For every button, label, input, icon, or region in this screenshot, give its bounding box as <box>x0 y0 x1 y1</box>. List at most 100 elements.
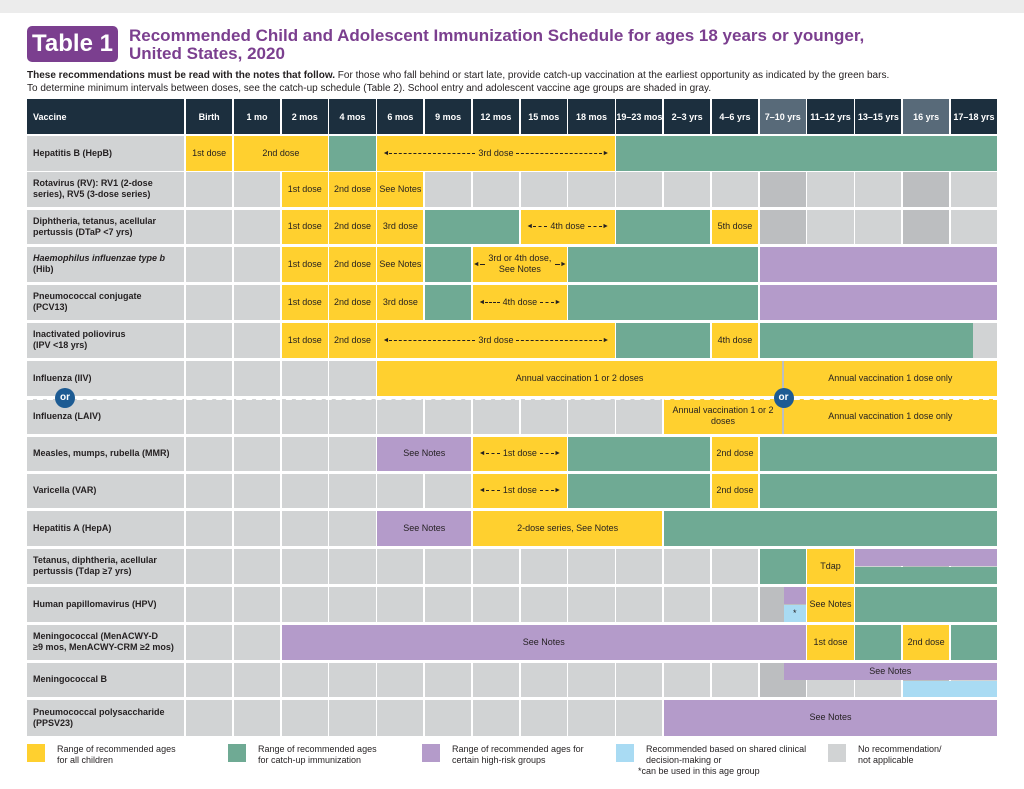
vaccine-name-italic: Haemophilus influenzae type b <box>33 253 166 264</box>
empty-cell <box>186 549 233 584</box>
intro-rest: For those who fall behind or start late,… <box>335 70 890 81</box>
dashed-line <box>485 301 500 303</box>
dose-segment <box>616 210 711 244</box>
empty-cell <box>425 474 472 508</box>
empty-cell <box>855 210 902 244</box>
dose-segment <box>568 285 759 320</box>
dose-segment <box>664 511 998 546</box>
vaccine-name: Inactivated poliovirus (IPV <18 yrs) <box>27 323 184 358</box>
empty-cell <box>281 361 328 396</box>
dashed-line <box>533 226 548 228</box>
dashed-line <box>485 453 500 455</box>
empty-cell <box>616 700 663 736</box>
empty-cell <box>377 587 424 622</box>
vaccine-name: Human papillomavirus (HPV) <box>27 587 184 622</box>
column-header: 17–18 yrs <box>950 99 998 134</box>
dose-segment <box>759 437 998 471</box>
vaccine-name-line2: pertussis (Tdap ≥7 yrs) <box>33 566 132 577</box>
empty-cell <box>903 210 950 244</box>
table-badge: Table 1 <box>27 26 118 62</box>
vaccine-name-line1: Haemophilus influenzae type b <box>33 253 178 264</box>
arrow-left-icon: ◄ <box>478 450 486 458</box>
empty-cell <box>711 549 759 584</box>
dose-segment: Annual vaccination 1 or 2 doses <box>377 361 782 396</box>
empty-cell <box>520 663 567 697</box>
empty-cell <box>425 663 472 697</box>
empty-cell <box>281 700 328 736</box>
empty-cell <box>425 700 472 736</box>
page-title-line1: Recommended Child and Adolescent Immuniz… <box>129 26 865 45</box>
dose-segment: 2-dose series, See Notes <box>472 511 663 546</box>
dose-label: * <box>792 607 797 618</box>
dose-segment: ◄ 3rd dose ► <box>377 136 615 171</box>
empty-cell <box>329 663 376 697</box>
dose-segment: ◄ 1st dose ► <box>472 474 567 508</box>
empty-cell <box>520 172 567 207</box>
empty-cell <box>377 700 424 736</box>
dose-label: 2nd dose <box>716 485 754 496</box>
vaccine-name-line2: (PPSV23) <box>33 717 74 728</box>
empty-cell <box>616 587 663 622</box>
column-header: 4–6 yrs <box>711 99 759 134</box>
vaccine-name-line1: Hepatitis A (HepA) <box>33 522 112 533</box>
dose-segment: ◄ 4th dose ► <box>520 210 615 244</box>
empty-cell <box>472 549 520 584</box>
legend-swatch <box>616 744 634 762</box>
dose-segment: ◄ 3rd dose ► <box>377 323 615 358</box>
dose-segment: 3rd dose <box>377 285 424 320</box>
empty-cell <box>233 247 281 282</box>
dose-segment <box>616 136 998 171</box>
vaccine-name-line2: series), RV5 (3-dose series) <box>33 189 151 200</box>
vaccine-name: Pneumococcal polysaccharide (PPSV23) <box>27 700 184 736</box>
vaccine-name: Meningococcal (MenACWY-D ≥9 mos, MenACWY-… <box>27 625 184 660</box>
dose-segment: 1st dose <box>281 323 328 358</box>
column-header: 11–12 yrs <box>807 99 854 134</box>
vaccine-name-line1: Diphtheria, tetanus, acellular <box>33 215 157 226</box>
dose-label: See Notes <box>809 712 852 723</box>
vaccine-name-line1: Rotavirus (RV): RV1 (2-dose <box>33 178 153 189</box>
dose-label: Annual vaccination 1 dose only <box>828 410 953 421</box>
empty-cell <box>664 549 711 584</box>
column-header: 18 mos <box>568 99 615 134</box>
dose-segment: ◄ 1st dose ► <box>472 437 567 471</box>
empty-cell <box>568 172 615 207</box>
page-title-line2: United States, 2020 <box>129 44 285 63</box>
dose-segment: 4th dose <box>711 323 759 358</box>
vaccine-name-line1: Measles, mumps, rubella (MMR) <box>33 448 170 459</box>
dose-segment: * <box>783 605 806 622</box>
legend-label-line: decision-making or <box>646 755 722 765</box>
dose-label: 3rd dose <box>382 221 418 232</box>
intro-line2: To determine minimum intervals between d… <box>27 83 712 94</box>
empty-cell <box>281 587 328 622</box>
dose-label: Annual vaccination 1 or 2 doses <box>672 405 774 427</box>
empty-cell <box>233 700 281 736</box>
vaccine-name: Influenza (LAIV) <box>27 399 184 434</box>
legend-swatch <box>422 744 440 762</box>
dose-segment: See Notes <box>783 663 998 680</box>
dose-segment: 2nd dose <box>233 136 328 171</box>
dose-segment: 3rd dose <box>377 210 424 244</box>
dose-label: Annual vaccination 1 dose only <box>828 372 953 383</box>
dose-segment <box>759 474 998 508</box>
column-header: 12 mos <box>472 99 520 134</box>
empty-cell <box>520 549 567 584</box>
dose-label: 1st dose <box>287 221 322 232</box>
empty-cell <box>233 663 281 697</box>
vaccine-name-line1: Hepatitis B (HepB) <box>33 147 113 158</box>
legend-label-line: for all children <box>57 755 114 765</box>
dose-segment <box>759 323 974 358</box>
dose-segment <box>759 549 806 584</box>
empty-cell <box>664 663 711 697</box>
empty-cell <box>377 549 424 584</box>
dashed-line <box>389 339 476 341</box>
empty-cell <box>711 172 759 207</box>
empty-cell <box>233 210 281 244</box>
legend-label-line: Range of recommended ages for <box>452 744 584 754</box>
dashed-line <box>389 152 476 154</box>
dose-label: 2nd dose <box>334 334 372 345</box>
dose-label: Annual vaccination 1 or 2 doses <box>515 372 644 383</box>
arrow-left-icon: ◄ <box>382 336 390 344</box>
empty-cell <box>472 399 520 434</box>
empty-cell <box>759 172 806 207</box>
